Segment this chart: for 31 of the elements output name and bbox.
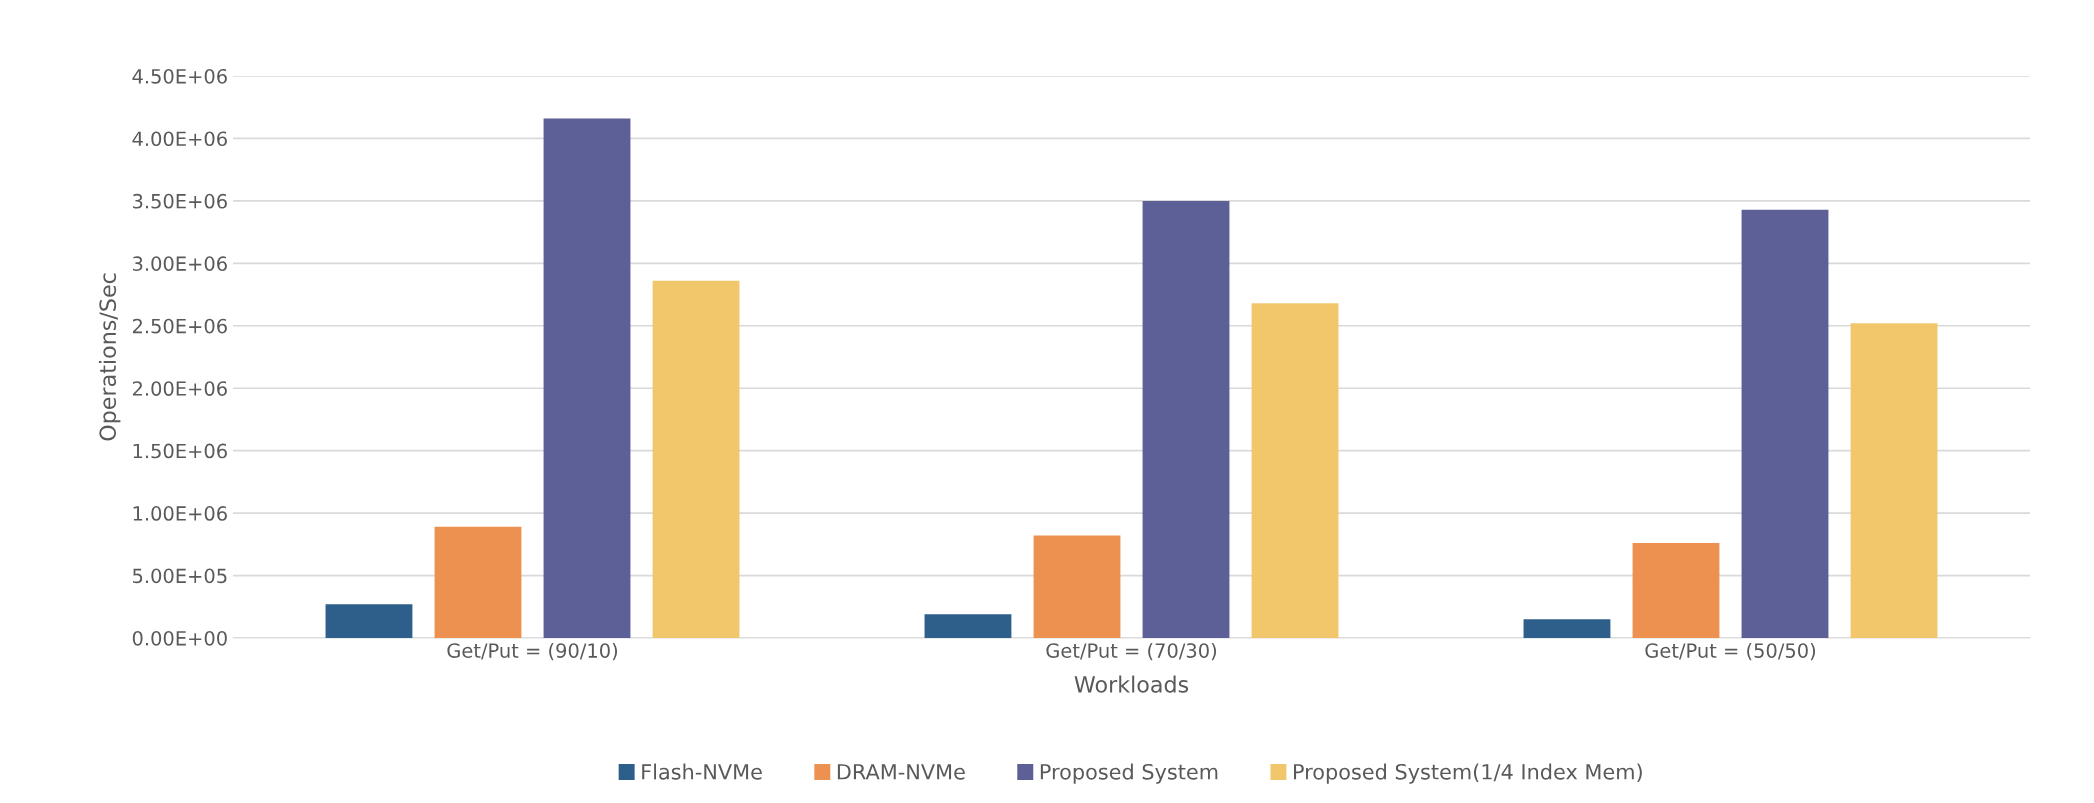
y-tick-label: 4.50E+06 [132,68,227,84]
bar [1632,543,1720,638]
y-tick-label: 5.00E+05 [133,568,227,584]
bar [652,280,740,638]
y-tick-label: 1.00E+06 [133,506,227,521]
bar [543,118,631,638]
bar [1741,209,1829,638]
bar [1850,323,1938,638]
bar [1142,200,1230,638]
y-tick-label: 2.00E+06 [132,381,227,396]
y-tick-label: 3.00E+06 [133,256,227,271]
bar [924,614,1012,638]
y-tick-label: 2.50E+06 [132,318,227,334]
bar [1523,619,1611,638]
y-tick-label: 4.00E+06 [132,131,227,147]
bar [325,604,413,638]
y-tick-label: 3.50E+06 [133,193,227,209]
x-tick-label: Get/Put = (70/30) [1046,642,1217,661]
bar [1033,535,1121,638]
legend-label: Proposed System(1/4 Index Mem) [1294,763,1642,784]
y-tick-label: 0.00E+00 [132,630,227,646]
x-tick-label: Get/Put = (50/50) [1645,642,1816,661]
bar [434,526,522,638]
y-tick-label: 1.50E+06 [133,443,227,459]
legend-label: DRAM-NVMe [837,764,965,780]
legend-label: Proposed System [1040,763,1218,784]
x-tick-label: Get/Put = (90/10) [447,642,618,661]
legend-label: Flash-NVMe [642,763,762,780]
y-axis-title: Operations/Sec [98,273,121,441]
x-axis-title: Workloads [1074,675,1189,693]
bar [1251,303,1339,638]
